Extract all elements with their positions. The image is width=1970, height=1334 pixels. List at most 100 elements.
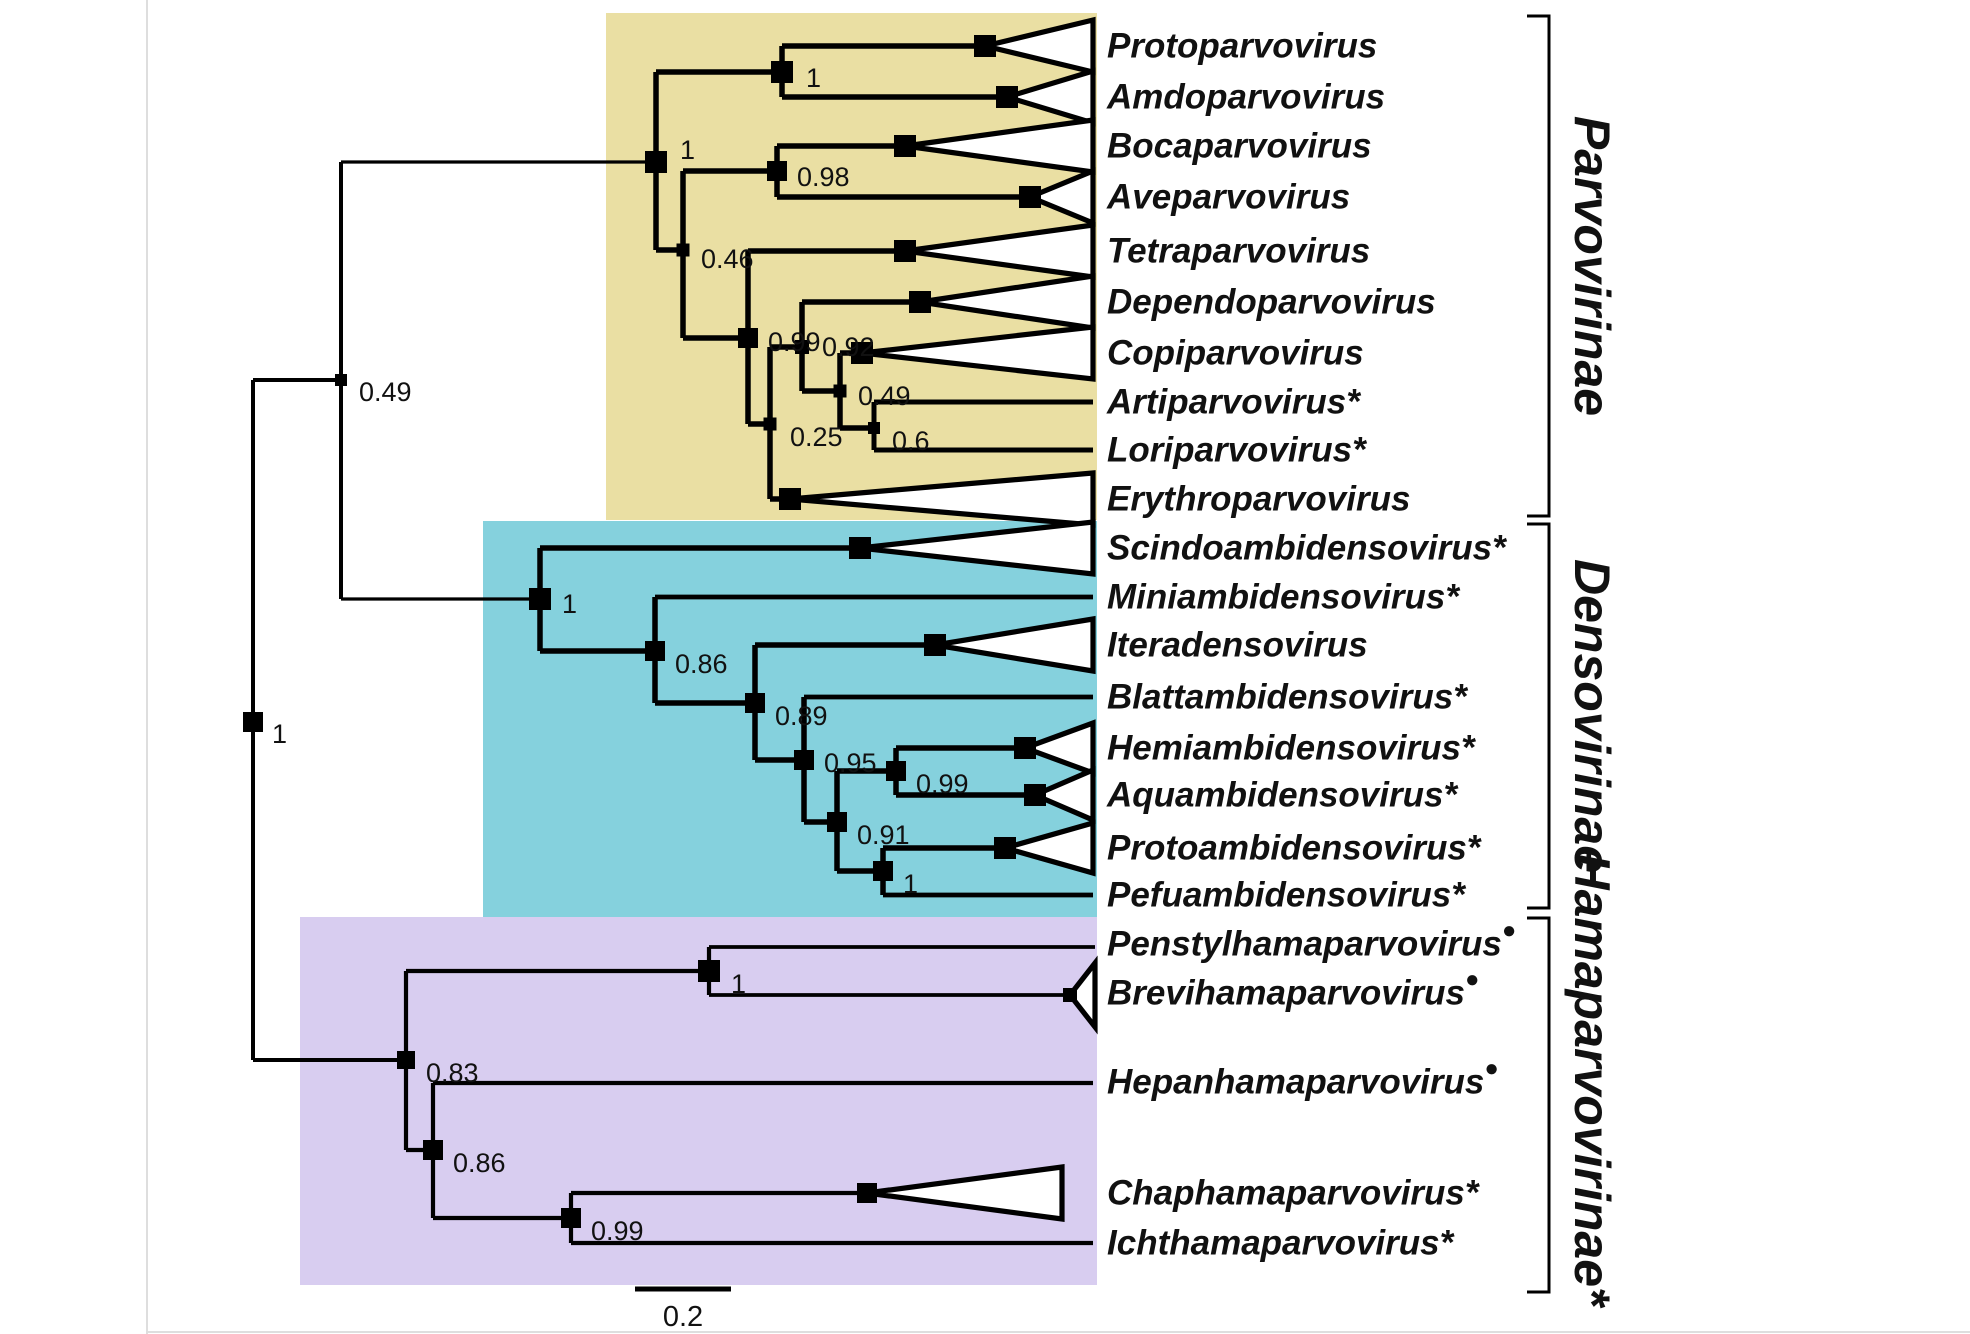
collapsed-clade-triangle	[1066, 955, 1098, 1035]
taxon-label: Scindoambidensovirus*	[1107, 529, 1507, 568]
collapsed-clade-triangle	[859, 519, 1096, 577]
subfamily-bracket	[1527, 522, 1551, 910]
collapsed-clade-triangle	[1023, 167, 1096, 227]
taxon-label: Hepanhamaparvovirus●	[1107, 1055, 1499, 1102]
collapsed-clade-triangle	[904, 117, 1096, 175]
subfamily-label: Hamaparvovirinae*	[1564, 853, 1620, 1309]
node-square	[335, 374, 347, 386]
support-value: 1	[731, 969, 746, 999]
taxon-label: Pefuambidensovirus*	[1107, 876, 1466, 915]
collapsed-clade-triangle	[789, 470, 1096, 528]
collapsed-clade-triangle	[1017, 719, 1096, 777]
taxon-label: Chaphamaparvovirus*	[1107, 1174, 1480, 1213]
node-square	[873, 861, 893, 881]
taxon-label: Ichthamaparvovirus*	[1107, 1224, 1455, 1263]
node-square	[779, 488, 801, 510]
support-value: 0.6	[892, 426, 930, 456]
node-square	[868, 422, 880, 434]
taxon-label: Brevihamaparvovirus●	[1107, 966, 1479, 1013]
support-value: 1	[562, 589, 577, 619]
bullet-marker: ●	[1502, 917, 1517, 944]
node-square	[886, 761, 906, 781]
node-square	[738, 328, 758, 348]
node-square	[698, 960, 720, 982]
taxon-label: Tetraparvovirus	[1107, 232, 1370, 271]
taxon-label: Loriparvovirus*	[1107, 431, 1367, 470]
subfamily-bracket	[1527, 916, 1551, 1294]
taxon-label: Copiparvovirus	[1107, 334, 1364, 373]
node-square	[767, 161, 787, 181]
node-square	[833, 384, 847, 398]
support-value: 0.49	[858, 381, 911, 411]
collapsed-clade-triangle	[1028, 766, 1096, 824]
node-square	[745, 693, 765, 713]
taxon-label: Aveparvovirus	[1106, 178, 1350, 217]
node-square	[794, 750, 814, 770]
support-value: 0.95	[824, 748, 877, 778]
node-square	[827, 812, 847, 832]
node-square	[561, 1208, 581, 1228]
node-square	[795, 340, 809, 354]
support-value: 0.98	[797, 162, 850, 192]
node-square	[894, 240, 916, 262]
subfamily-bracket	[1527, 14, 1551, 518]
bullet-marker: ●	[1484, 1055, 1499, 1082]
taxon-label: Aquambidensovirus*	[1106, 776, 1458, 815]
node-square	[1014, 737, 1036, 759]
node-square	[1019, 186, 1041, 208]
node-square	[676, 243, 690, 257]
collapsed-clade-triangle	[995, 819, 1096, 877]
node-square	[1063, 988, 1077, 1002]
support-value: 1	[806, 63, 821, 93]
support-value: 0.99	[916, 769, 969, 799]
node-square	[529, 588, 551, 610]
support-value: 0.49	[359, 377, 412, 407]
collapsed-clade-triangle	[904, 222, 1096, 280]
node-square	[909, 291, 931, 313]
support-value: 0.99	[591, 1216, 644, 1246]
taxon-label: Penstylhamaparvovirus●	[1107, 917, 1516, 964]
node-square	[851, 342, 873, 364]
collapsed-clade-triangle	[861, 324, 1096, 382]
taxon-label: Blattambidensovirus*	[1107, 678, 1468, 717]
support-value: 1	[272, 719, 287, 749]
taxon-label: Protoparvovirus	[1107, 27, 1377, 66]
taxon-label: Amdoparvovirus	[1106, 78, 1385, 117]
node-square	[243, 712, 263, 732]
scale-bar-label: 0.2	[663, 1301, 703, 1333]
subfamily-label: Densovirinae	[1564, 559, 1620, 873]
collapsed-clade-triangle	[919, 272, 1096, 332]
node-square	[924, 634, 946, 656]
node-square	[397, 1051, 415, 1069]
taxon-label: Iteradensovirus	[1107, 626, 1368, 665]
support-value: 0.25	[790, 422, 843, 452]
taxon-label: Hemiambidensovirus*	[1107, 729, 1476, 768]
support-value: 0.99	[768, 327, 821, 357]
taxon-label: Protoambidensovirus*	[1107, 829, 1482, 868]
subfamily-label: Parvovirinae	[1564, 116, 1620, 416]
support-value: 0.86	[675, 649, 728, 679]
support-value: 0.91	[857, 820, 910, 850]
node-square	[1024, 784, 1046, 806]
node-square	[974, 35, 996, 57]
collapsed-clade-triangle	[934, 615, 1096, 675]
support-value: 1	[680, 135, 695, 165]
collapsed-clade-triangle	[984, 16, 1096, 76]
support-value: 0.86	[453, 1148, 506, 1178]
taxon-label: Dependoparvovirus	[1107, 283, 1436, 322]
support-value: 1	[903, 869, 918, 899]
node-square	[894, 135, 916, 157]
taxon-label: Erythroparvovirus	[1107, 480, 1410, 519]
node-square	[645, 151, 667, 173]
taxon-label: Bocaparvovirus	[1107, 127, 1372, 166]
support-value: 0.83	[426, 1058, 479, 1088]
node-square	[771, 61, 793, 83]
node-square	[994, 837, 1016, 859]
taxon-label: Artiparvovirus*	[1106, 383, 1361, 422]
support-value: 0.46	[701, 244, 754, 274]
node-square	[423, 1140, 443, 1160]
support-value: 0.89	[775, 701, 828, 731]
node-square	[763, 417, 777, 431]
collapsed-clade-triangle	[998, 67, 1096, 127]
